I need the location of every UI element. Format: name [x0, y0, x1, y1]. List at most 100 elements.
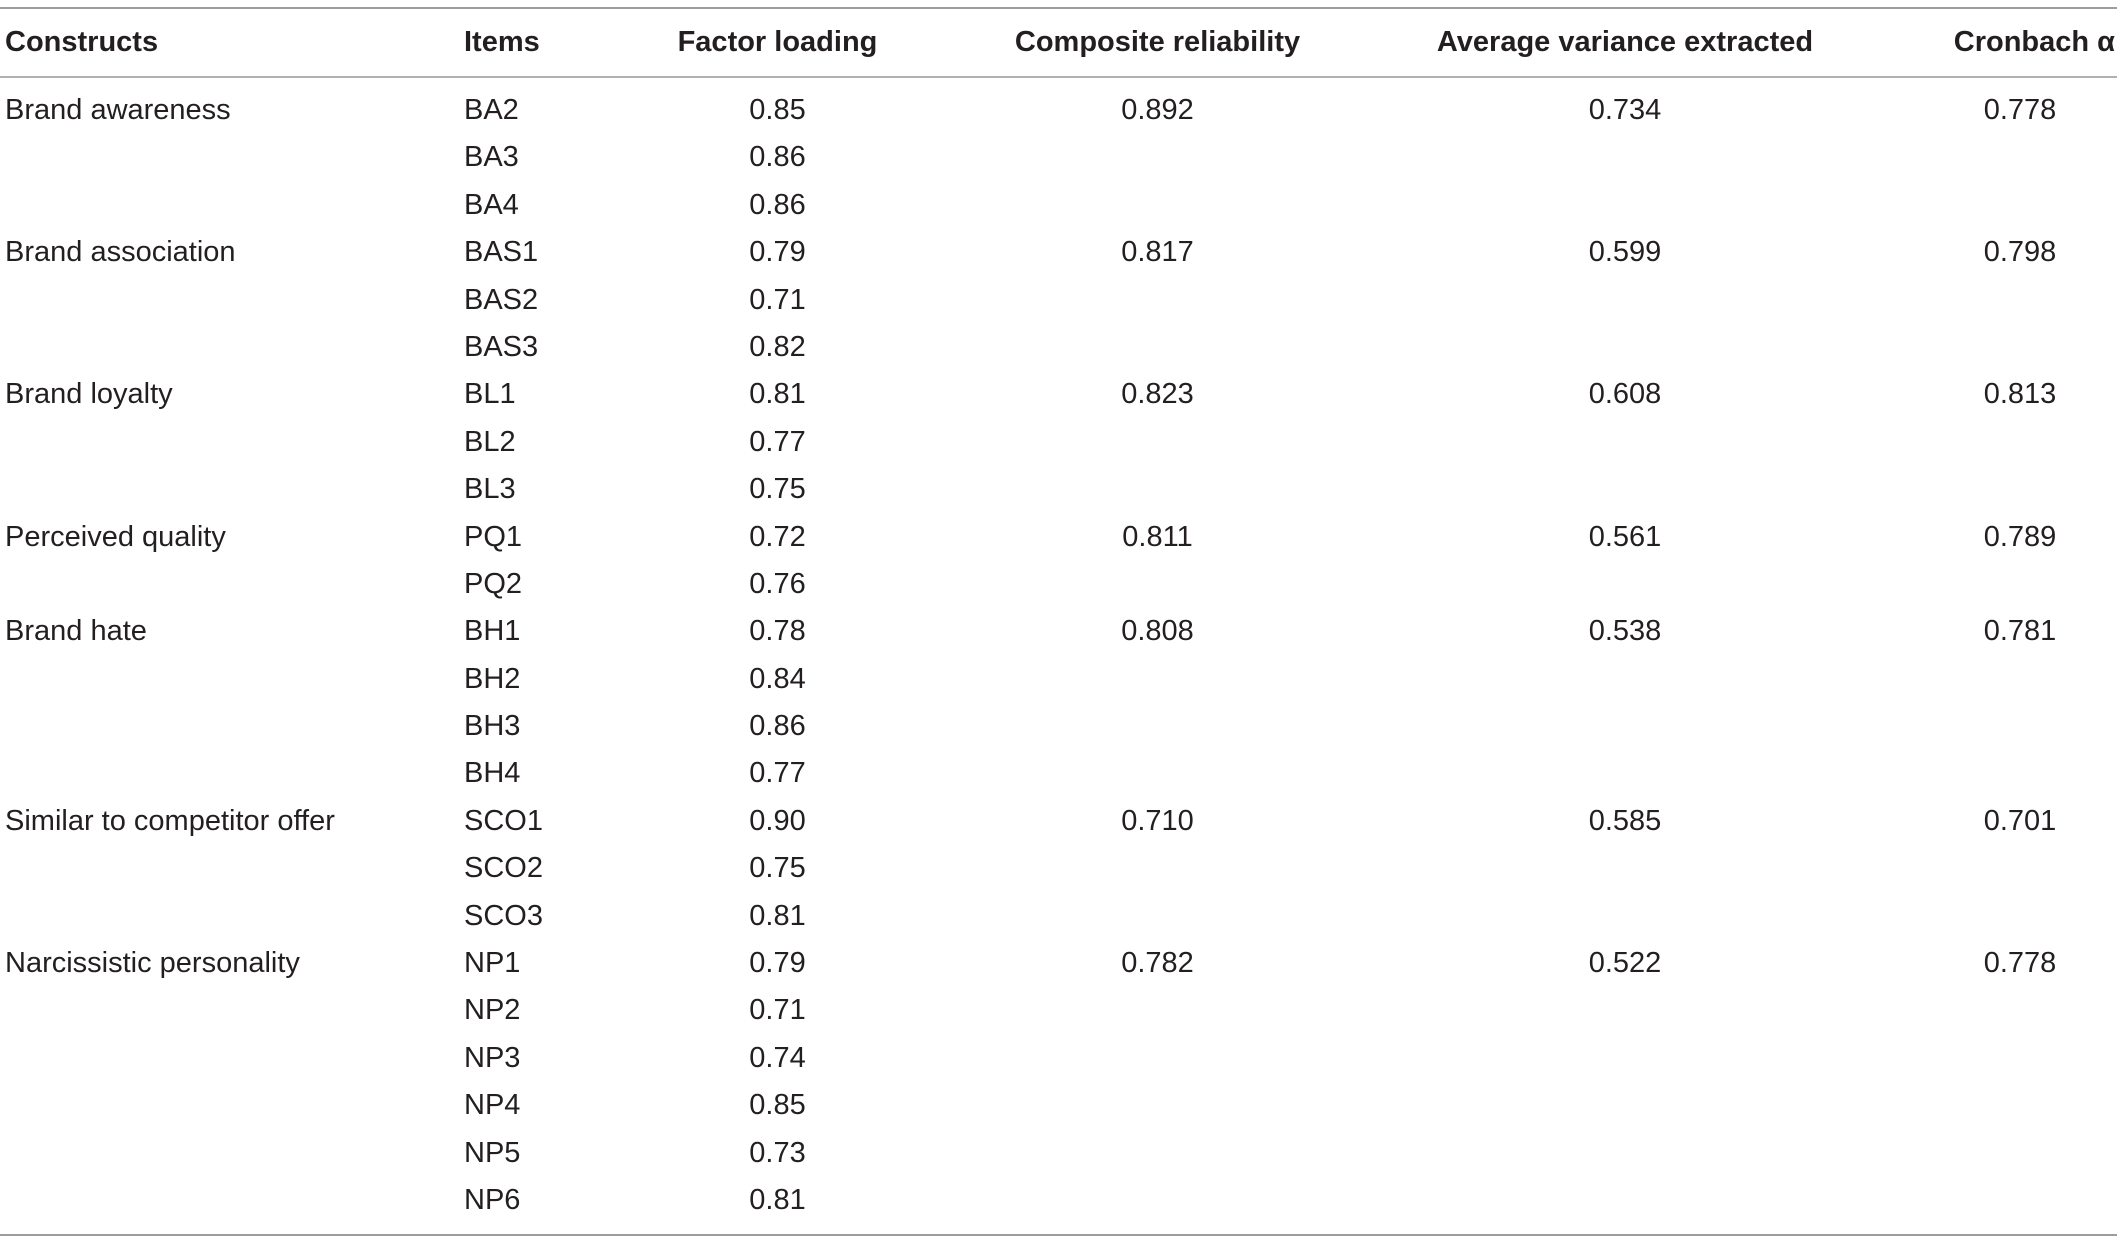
cronbach-alpha-cell [1930, 1133, 2110, 1180]
item-cell: BL3 [464, 473, 516, 506]
item-cell: BH2 [464, 662, 521, 695]
table-header-rule [0, 76, 2117, 78]
construct-cell: Narcissistic personality [5, 947, 300, 980]
table-row: BL2 0.77 [0, 422, 2117, 469]
cronbach-alpha-cell [1930, 137, 2110, 184]
ave-cell [1420, 753, 1830, 800]
cronbach-alpha-cell [1930, 280, 2110, 327]
composite-reliability-cell [1000, 422, 1315, 469]
table-row: Perceived quality PQ1 0.72 0.811 0.561 0.789 [0, 517, 2117, 564]
composite-reliability-cell [1000, 848, 1315, 895]
factor-loading-cell: 0.77 [749, 425, 806, 458]
cronbach-alpha-cell [1930, 1085, 2110, 1132]
composite-reliability-cell [1000, 327, 1315, 374]
cronbach-alpha-cell [1930, 327, 2110, 374]
ave-cell [1420, 469, 1830, 516]
table-row: BL3 0.75 [0, 469, 2117, 516]
table-header-row: Constructs Items Factor loading Composit… [0, 9, 2117, 76]
factor-loading-cell: 0.85 [749, 94, 806, 126]
cronbach-alpha-cell [1930, 753, 2110, 800]
composite-reliability-cell [1000, 185, 1315, 232]
cronbach-alpha-cell [1930, 185, 2110, 232]
table-row: SCO2 0.75 [0, 848, 2117, 895]
ave-cell: 0.608 [1588, 378, 1662, 411]
ave-cell [1420, 280, 1830, 327]
table-row: BA4 0.86 [0, 185, 2117, 232]
header-factor-loading: Factor loading [677, 26, 878, 58]
cronbach-alpha-cell [1930, 422, 2110, 469]
factor-loading-cell: 0.79 [749, 947, 806, 980]
cronbach-alpha-cell: 0.789 [1983, 520, 2057, 553]
construct-cell: Similar to competitor offer [5, 804, 335, 837]
composite-reliability-cell [1000, 280, 1315, 327]
composite-reliability-cell: 0.808 [1121, 615, 1194, 648]
table-row: NP6 0.81 [0, 1180, 2117, 1227]
cronbach-alpha-cell [1930, 659, 2110, 706]
table-row: NP4 0.85 [0, 1085, 2117, 1132]
table-row: BAS2 0.71 [0, 280, 2117, 327]
header-constructs: Constructs [5, 26, 159, 58]
table-row: Brand loyalty BL1 0.81 0.823 0.608 0.813 [0, 374, 2117, 421]
cronbach-alpha-cell [1930, 1038, 2110, 1085]
item-cell: BA3 [464, 141, 519, 174]
ave-cell [1420, 1180, 1830, 1227]
composite-reliability-cell: 0.811 [1122, 520, 1193, 553]
ave-cell [1420, 422, 1830, 469]
composite-reliability-cell: 0.823 [1121, 378, 1194, 411]
cronbach-alpha-cell: 0.798 [1983, 236, 2057, 269]
factor-loading-cell: 0.74 [749, 1041, 806, 1074]
item-cell: BL2 [464, 425, 516, 458]
composite-reliability-cell [1000, 1038, 1315, 1085]
cronbach-alpha-cell [1930, 469, 2110, 516]
composite-reliability-cell [1000, 753, 1315, 800]
composite-reliability-cell [1000, 706, 1315, 753]
table-row: NP5 0.73 [0, 1133, 2117, 1180]
ave-cell: 0.599 [1588, 236, 1662, 269]
header-average-variance-extracted: Average variance extracted [1436, 26, 1814, 58]
item-cell: BH1 [464, 615, 521, 648]
table-row: BH4 0.77 [0, 753, 2117, 800]
factor-loading-cell: 0.86 [749, 141, 806, 174]
factor-loading-cell: 0.85 [749, 1089, 806, 1122]
cronbach-alpha-cell [1930, 990, 2110, 1037]
factor-loading-cell: 0.73 [749, 1136, 806, 1169]
composite-reliability-cell: 0.892 [1121, 94, 1194, 126]
table-row: NP2 0.71 [0, 990, 2117, 1037]
item-cell: BAS2 [464, 283, 539, 316]
ave-cell: 0.522 [1588, 947, 1662, 980]
cronbach-alpha-cell [1930, 848, 2110, 895]
cronbach-alpha-cell: 0.813 [1983, 378, 2057, 411]
item-cell: SCO1 [464, 804, 543, 837]
cronbach-alpha-cell [1930, 706, 2110, 753]
item-cell: SCO2 [464, 852, 543, 885]
construct-cell: Brand hate [5, 615, 147, 648]
composite-reliability-cell [1000, 1085, 1315, 1132]
ave-cell: 0.585 [1588, 804, 1662, 837]
item-cell: NP6 [464, 1183, 521, 1216]
ave-cell [1420, 1133, 1830, 1180]
ave-cell [1420, 659, 1830, 706]
ave-cell [1420, 706, 1830, 753]
ave-cell [1420, 1085, 1830, 1132]
item-cell: BH3 [464, 710, 521, 743]
composite-reliability-cell [1000, 469, 1315, 516]
item-cell: NP4 [464, 1089, 521, 1122]
ave-cell [1420, 185, 1830, 232]
header-composite-reliability: Composite reliability [1014, 26, 1301, 58]
item-cell: PQ1 [464, 520, 523, 553]
table-body: Brand awareness BA2 0.85 0.892 0.734 0.778 BA3… [0, 90, 2117, 1227]
construct-cell: Brand association [5, 236, 236, 269]
cronbach-alpha-cell [1930, 564, 2110, 611]
table-row: BAS3 0.82 [0, 327, 2117, 374]
ave-cell [1420, 990, 1830, 1037]
construct-cell: Perceived quality [5, 520, 226, 553]
item-cell: BAS3 [464, 330, 539, 363]
factor-loading-cell: 0.75 [749, 852, 806, 885]
item-cell: BA2 [464, 94, 519, 126]
cronbach-alpha-cell [1930, 896, 2110, 943]
header-cronbach-alpha: Cronbach α [1953, 26, 2115, 58]
table-row: PQ2 0.76 [0, 564, 2117, 611]
factor-loading-cell: 0.71 [749, 283, 806, 316]
factor-loading-cell: 0.81 [749, 1183, 806, 1216]
table-bottom-rule [0, 1234, 2117, 1236]
